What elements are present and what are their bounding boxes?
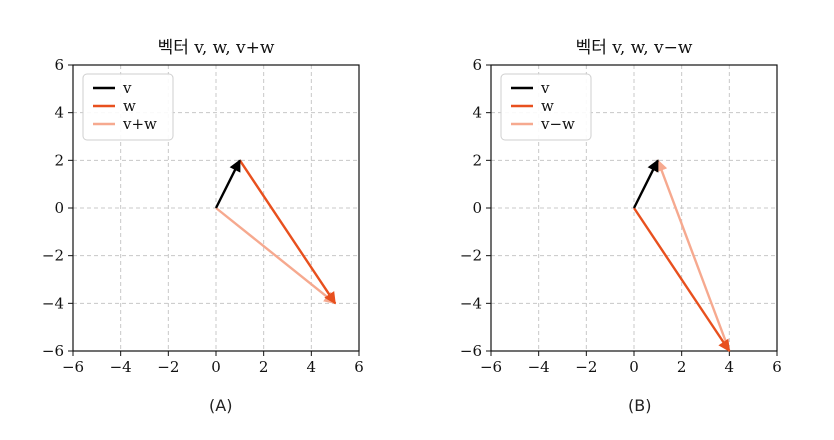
vector-v xyxy=(214,159,241,209)
caption-a: (A) xyxy=(209,396,233,415)
legend-label-v−w: v−w xyxy=(540,115,575,133)
x-tick-label: −6 xyxy=(480,358,502,376)
caption-b: (B) xyxy=(628,396,652,415)
x-tick-label: −4 xyxy=(528,358,550,376)
x-tick-label: −6 xyxy=(62,358,84,376)
y-tick-label: −4 xyxy=(460,294,482,312)
y-tick-label: 0 xyxy=(472,199,482,217)
y-tick-label: 6 xyxy=(54,56,64,74)
x-tick-label: 2 xyxy=(677,358,687,376)
y-tick-label: 2 xyxy=(54,151,64,169)
y-tick-label: −2 xyxy=(42,247,64,265)
legend-label-w: w xyxy=(541,97,554,115)
y-tick-label: 4 xyxy=(472,104,482,122)
y-tick-label: −6 xyxy=(42,342,64,360)
x-tick-label: 6 xyxy=(354,358,364,376)
vector-w xyxy=(238,159,337,305)
y-tick-label: −2 xyxy=(460,247,482,265)
x-tick-label: −2 xyxy=(575,358,597,376)
chart-title: 벡터 v, w, v+w xyxy=(158,38,275,58)
chart-panel-b: 벡터 v, w, v−w −6 −4 −2 0 2 4 6 −6 −4 −2 0 2 4 6 vwv−w xyxy=(460,38,782,376)
y-tick-label: −6 xyxy=(460,342,482,360)
chart-title: 벡터 v, w, v−w xyxy=(576,38,693,58)
legend-label-v: v xyxy=(540,79,550,97)
chart-panel-a: 벡터 v, w, v+w −6 −4 −2 0 2 4 6 −6 −4 −2 0 2 4 6 vwv+w xyxy=(42,38,364,376)
legend-label-v+w: v+w xyxy=(122,115,157,133)
x-tick-label: 4 xyxy=(307,358,317,376)
x-tick-label: 0 xyxy=(211,358,221,376)
y-tick-label: 0 xyxy=(54,199,64,217)
x-tick-label: 2 xyxy=(259,358,269,376)
legend-label-v: v xyxy=(122,79,132,97)
vector-v−w xyxy=(656,159,731,352)
x-tick-label: 6 xyxy=(772,358,782,376)
y-tick-label: 4 xyxy=(54,104,64,122)
x-tick-label: −2 xyxy=(157,358,179,376)
x-tick-label: −4 xyxy=(110,358,132,376)
vector-w xyxy=(633,207,731,352)
x-tick-label: 4 xyxy=(725,358,735,376)
y-tick-label: −4 xyxy=(42,294,64,312)
vector-v+w xyxy=(215,207,337,305)
y-tick-label: 6 xyxy=(472,56,482,74)
legend-label-w: w xyxy=(123,97,136,115)
x-tick-label: 0 xyxy=(629,358,639,376)
y-tick-label: 2 xyxy=(472,151,482,169)
vector-v xyxy=(632,159,659,209)
